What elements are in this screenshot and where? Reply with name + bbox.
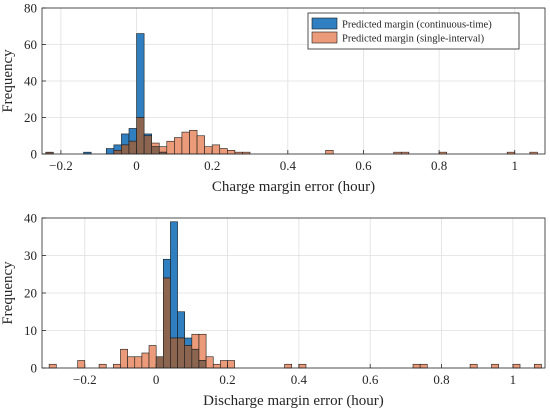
bar-single-interval: [325, 150, 334, 155]
bar-overlap: [198, 360, 207, 369]
bar-single-interval: [148, 345, 157, 369]
bar-single-interval: [205, 356, 214, 369]
y-tick-label: 20: [24, 110, 37, 125]
x-tick-label: 0.2: [204, 158, 220, 173]
bar-overlap: [151, 146, 160, 155]
legend-swatch: [311, 17, 338, 30]
bar-single-interval: [189, 129, 198, 155]
y-tick-label: 80: [24, 1, 37, 16]
bar-single-interval: [127, 356, 136, 369]
bar-single-interval: [198, 333, 207, 361]
bar-overlap: [170, 337, 178, 369]
y-tick-label: 0: [31, 147, 38, 162]
bar-overlap: [143, 135, 152, 155]
bar-overlap: [177, 337, 185, 369]
bar-single-interval: [77, 360, 86, 369]
x-tick-label: 0.6: [355, 158, 372, 173]
bar-continuous-time: [105, 148, 115, 155]
y-tick-label: 30: [24, 248, 37, 263]
bar-continuous-time: [177, 311, 185, 339]
legend: Predicted margin (continuous-time) Predic…: [307, 12, 520, 50]
bar-single-interval: [113, 363, 121, 369]
bar-single-interval: [412, 363, 421, 369]
bar-overlap: [113, 150, 122, 155]
bar-single-interval: [120, 348, 128, 369]
y-tick-label: 40: [24, 211, 37, 226]
bar-single-interval: [227, 150, 236, 155]
bar-single-interval: [469, 363, 478, 369]
bar-overlap: [191, 348, 200, 369]
bar-single-interval: [284, 363, 293, 369]
bar-single-interval: [98, 363, 107, 369]
bar-single-interval: [141, 352, 150, 369]
bar-continuous-time: [121, 133, 130, 146]
bar-continuous-time: [136, 33, 145, 118]
x-tick-label: 0.4: [280, 158, 297, 173]
legend-box: [307, 12, 520, 50]
y-axis-label: Frequency: [0, 49, 16, 113]
y-tick-label: 60: [24, 37, 37, 52]
x-tick-label: 0.2: [219, 372, 235, 387]
bar-continuous-time: [184, 337, 193, 346]
bar-single-interval: [533, 363, 542, 369]
bar-single-interval: [196, 135, 205, 155]
x-tick-label: 1: [510, 372, 517, 387]
bar-single-interval: [181, 131, 190, 155]
x-tick-label: 1: [511, 158, 518, 173]
bar-single-interval: [158, 146, 168, 153]
x-axis-label: Charge margin error (hour): [212, 179, 375, 195]
bar-continuous-time: [128, 128, 137, 142]
bar-single-interval: [204, 146, 213, 155]
y-axis-label: Frequency: [0, 261, 16, 325]
bar-single-interval: [191, 333, 200, 350]
bar-single-interval: [219, 148, 228, 155]
bar-overlap: [128, 140, 137, 155]
bar-continuous-time: [162, 258, 171, 279]
bar-overlap: [184, 345, 193, 369]
bar-single-interval: [227, 360, 235, 369]
bar-single-interval: [491, 363, 499, 369]
y-tick-label: 40: [24, 74, 37, 89]
bar-single-interval: [151, 142, 160, 148]
bar-overlap: [162, 277, 171, 369]
x-tick-label: 0.8: [433, 372, 449, 387]
bar-single-interval: [419, 363, 428, 369]
x-tick-label: 0: [153, 372, 160, 387]
bar-continuous-time: [113, 144, 122, 151]
bar-single-interval: [220, 360, 228, 369]
bar-overlap: [155, 356, 164, 369]
legend-item-label: Predicted margin (single-interval): [342, 34, 485, 45]
bar-single-interval: [174, 137, 183, 155]
y-tick-label: 20: [24, 286, 37, 301]
x-tick-label: 0.8: [431, 158, 447, 173]
x-tick-label: −0.2: [73, 372, 97, 387]
legend-item-label: Predicted margin (continuous-time): [342, 20, 492, 31]
y-tick-label: 0: [31, 361, 38, 376]
x-tick-label: 0.6: [362, 372, 379, 387]
x-tick-label: −0.2: [49, 158, 73, 173]
y-tick-label: 10: [24, 323, 37, 338]
x-axis-label: Discharge margin error (hour): [203, 393, 384, 409]
bar-single-interval: [211, 144, 221, 155]
bar-continuous-time: [170, 221, 178, 339]
bar-overlap: [136, 117, 145, 155]
x-tick-label: 0: [133, 158, 140, 173]
legend-swatch: [311, 31, 338, 44]
bar-single-interval: [512, 363, 521, 369]
bar-single-interval: [166, 140, 175, 155]
bar-overlap: [121, 144, 130, 155]
x-tick-label: 0.4: [291, 372, 308, 387]
bar-single-interval: [298, 363, 307, 369]
bar-single-interval: [134, 356, 143, 369]
bar-single-interval: [212, 363, 221, 369]
bar-single-interval: [48, 363, 57, 369]
